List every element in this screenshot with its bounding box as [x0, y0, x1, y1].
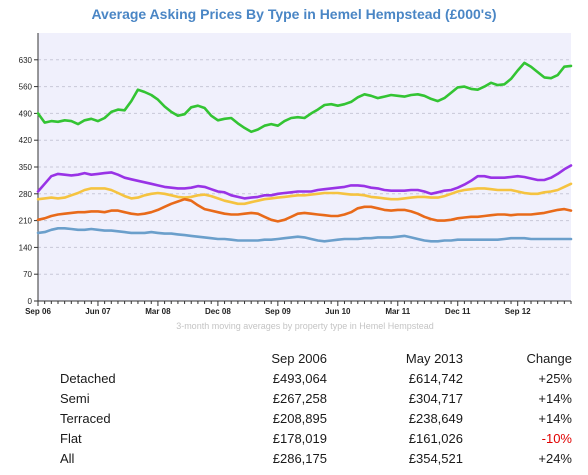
sep-2006-value: £267,258	[272, 391, 327, 406]
series-line-1	[36, 164, 573, 200]
x-tick-label: Jun 07	[85, 307, 111, 316]
y-tick-label: 280	[19, 190, 33, 199]
table-header-row: Sep 2006 May 2013 Change	[0, 351, 588, 371]
may-2013-value: £304,717	[408, 391, 463, 406]
sep-2006-value: £208,895	[272, 411, 327, 426]
table-row: All £286,175 £354,521 +24%	[0, 451, 588, 471]
x-tick-label: Sep 12	[505, 307, 531, 316]
y-tick-label: 210	[19, 217, 33, 226]
table-row: Semi £267,258 £304,717 +14%	[0, 391, 588, 411]
series-line-0	[36, 61, 573, 134]
chart-caption: 3-month moving averages by property type…	[176, 321, 434, 331]
y-tick-label: 420	[19, 136, 33, 145]
row-label: Detached	[60, 371, 116, 386]
sep-2006-value: £178,019	[272, 431, 327, 446]
may-2013-value: £354,521	[408, 451, 463, 466]
y-tick-label: 560	[19, 83, 33, 92]
y-tick-label: 140	[19, 243, 33, 252]
table-row: Detached £493,064 £614,742 +25%	[0, 371, 588, 391]
may-2013-value: £161,026	[408, 431, 463, 446]
axes: 0 70 140 210 280 350 420 490 560 630 Sep 06 Jun 07 M…	[19, 33, 572, 316]
change-value: +25%	[538, 371, 572, 386]
sep-2006-value: £493,064	[272, 371, 327, 386]
y-tick-label: 70	[23, 270, 32, 279]
x-tick-label: Mar 11	[385, 307, 410, 316]
change-value: -10%	[541, 431, 572, 446]
price-summary-table: Sep 2006 May 2013 Change Detached £493,0…	[0, 351, 588, 471]
row-label: Flat	[60, 431, 82, 446]
row-label: All	[60, 451, 75, 466]
change-value: +14%	[538, 411, 572, 426]
may-2013-value: £238,649	[408, 411, 463, 426]
sep-2006-value: £286,175	[272, 451, 327, 466]
table-row: Flat £178,019 £161,026 -10%	[0, 431, 588, 451]
change-value: +14%	[538, 391, 572, 406]
series-lines	[36, 61, 573, 243]
x-tick-label: Sep 09	[265, 307, 291, 316]
x-tick-label: Sep 06	[25, 307, 51, 316]
may-2013-value: £614,742	[408, 371, 463, 386]
x-tick-label: Jun 10	[325, 307, 351, 316]
y-tick-label: 350	[19, 163, 33, 172]
header-sep-2006: Sep 2006	[271, 351, 327, 366]
x-tick-label: Mar 08	[145, 307, 171, 316]
row-label: Semi	[60, 391, 90, 406]
line-chart: 0 70 140 210 280 350 420 490 560 630 Sep 06 Jun 07 M…	[19, 33, 573, 316]
chart-title: Average Asking Prices By Type in Hemel H…	[91, 6, 497, 22]
x-tick-label: Dec 08	[205, 307, 231, 316]
table-row: Terraced £208,895 £238,649 +14%	[0, 411, 588, 431]
series-line-3	[36, 197, 573, 223]
y-tick-label: 0	[28, 297, 33, 306]
y-tick-label: 490	[19, 109, 33, 118]
row-label: Terraced	[60, 411, 111, 426]
header-may-2013: May 2013	[405, 351, 463, 366]
change-value: +24%	[538, 451, 572, 466]
series-line-4	[36, 227, 573, 243]
x-tick-label: Dec 11	[445, 307, 471, 316]
header-change: Change	[526, 351, 572, 366]
y-tick-label: 630	[19, 56, 33, 65]
series-line-2	[36, 182, 573, 206]
